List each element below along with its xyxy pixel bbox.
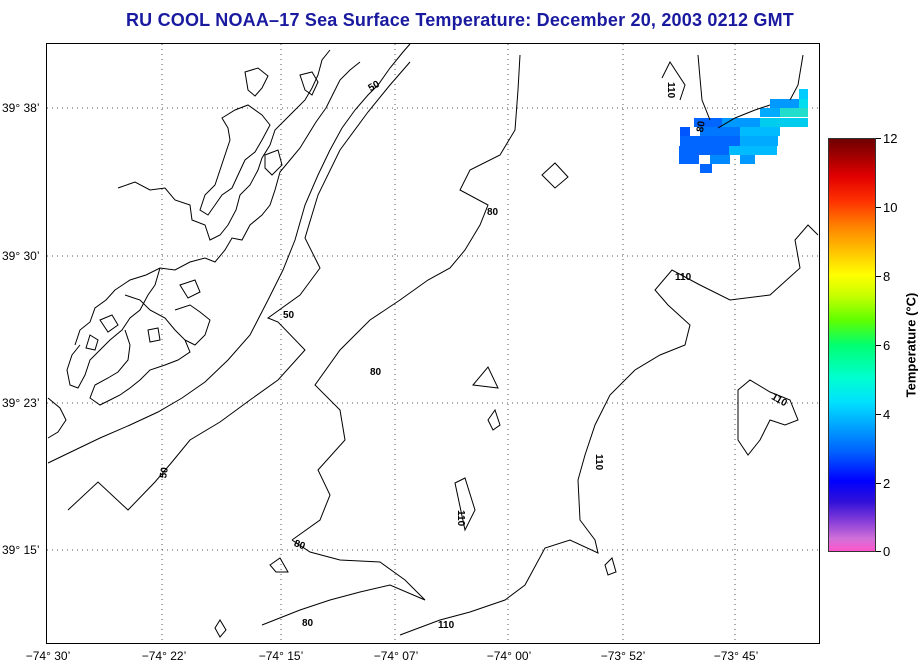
contour-label: 110 [455, 510, 466, 527]
lon-label: −74° 07’ [373, 649, 419, 663]
colorbar-label: 12 [883, 131, 898, 146]
colorbar-tick [876, 483, 881, 484]
contour-label: 80 [302, 618, 314, 629]
colorbar-tick [876, 345, 881, 346]
contour-label: 50 [283, 310, 295, 321]
contour-label: 50 [367, 79, 383, 94]
colorbar-label: 10 [883, 200, 898, 215]
contour-label: 50 [158, 466, 171, 479]
contour-label: 110 [665, 82, 676, 99]
lon-label: −73° 52’ [600, 649, 646, 663]
contour-label: 80 [487, 207, 499, 218]
sst-pixels [679, 89, 808, 173]
colorbar-label: 6 [883, 338, 891, 353]
contour-label: 110 [593, 454, 604, 471]
colorbar-label: 8 [883, 269, 891, 284]
lat-label: 39° 30’ [2, 249, 40, 263]
contour-label: 110 [438, 620, 455, 631]
lat-label: 39° 38’ [2, 101, 40, 115]
map-frame [46, 43, 820, 644]
lon-label: −74° 22’ [141, 649, 187, 663]
colorbar-tick [876, 414, 881, 415]
contour-label: 80 [695, 120, 708, 133]
lon-label: −73° 45’ [713, 649, 759, 663]
colorbar-tick [876, 276, 881, 277]
temperature-colorbar [828, 138, 876, 552]
contour-label: 80 [292, 538, 307, 552]
colorbar-label: 4 [883, 407, 891, 422]
lon-label: −74° 15’ [258, 649, 304, 663]
graticule [47, 44, 819, 643]
contour-labels: 50 50 50 80 80 80 80 80 110 110 110 110 … [158, 79, 789, 631]
colorbar-tick [876, 207, 881, 208]
lat-label: 39° 15’ [2, 543, 40, 557]
lat-label: 39° 23’ [2, 396, 40, 410]
coastline [47, 43, 411, 464]
contour-label: 80 [370, 367, 382, 378]
lon-label: −74° 30’ [25, 649, 71, 663]
colorbar-label: 2 [883, 476, 891, 491]
contour-label: 110 [675, 272, 692, 283]
colorbar-tick [876, 138, 881, 139]
colorbar-tick [876, 551, 881, 552]
map-title: RU COOL NOAA–17 Sea Surface Temperature:… [125, 10, 794, 30]
colorbar-label: 0 [883, 544, 891, 559]
contours [67, 54, 819, 638]
lon-label: −74° 00’ [486, 649, 532, 663]
colorbar-title: Temperature (°C) [903, 292, 919, 398]
